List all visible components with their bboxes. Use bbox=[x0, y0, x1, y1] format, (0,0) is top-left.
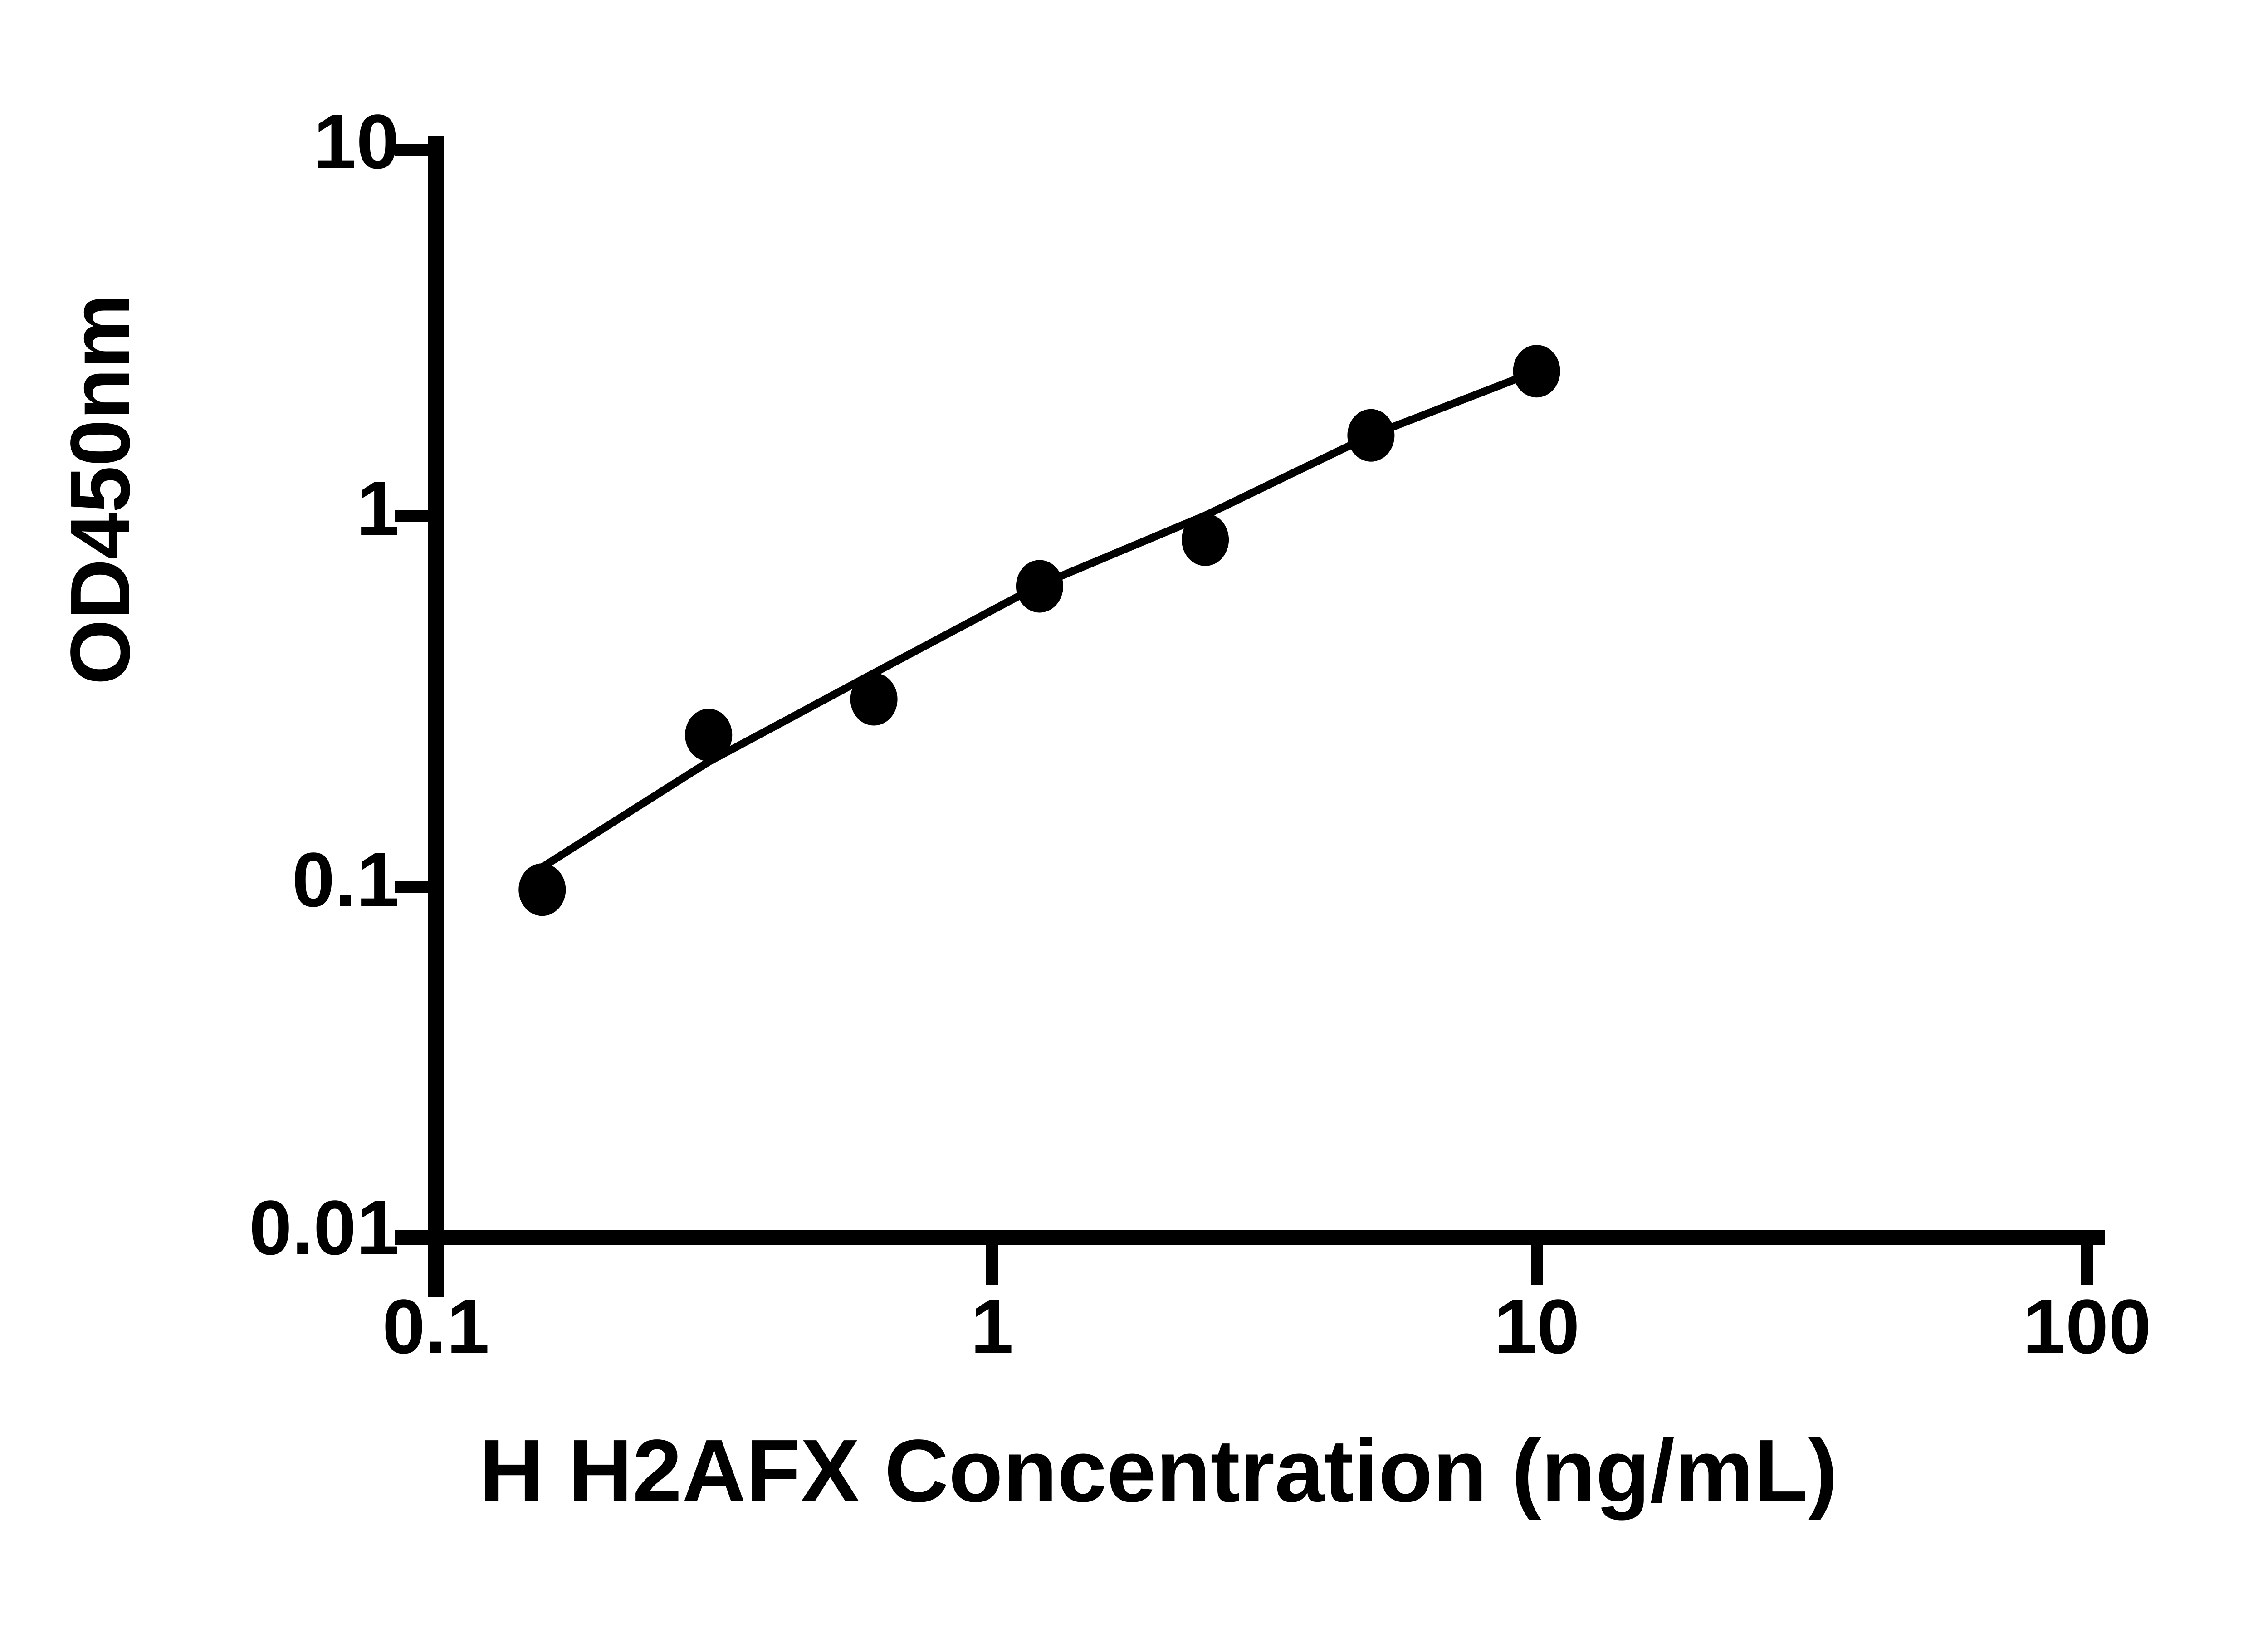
x-axis-ticks bbox=[430, 1237, 2093, 1285]
data-point-marker bbox=[1513, 345, 1560, 398]
y-axis-ticks bbox=[395, 144, 436, 1243]
y-tick-label-10: 10 bbox=[313, 99, 399, 185]
data-point-marker bbox=[1016, 560, 1063, 613]
data-point-marker bbox=[1182, 513, 1229, 566]
data-point-marker bbox=[685, 709, 733, 762]
y-axis-tick-labels: 10 1 0.1 0.01 bbox=[127, 0, 399, 1638]
y-tick-label-1: 1 bbox=[356, 465, 399, 552]
data-point-group bbox=[518, 345, 1560, 916]
x-tick-label-10: 10 bbox=[1494, 1284, 1580, 1370]
x-tick-label-100: 100 bbox=[2023, 1284, 2151, 1370]
data-point-marker bbox=[850, 673, 898, 726]
data-point-marker bbox=[1347, 409, 1395, 462]
y-tick-label-0-01: 0.01 bbox=[249, 1185, 399, 1271]
x-tick-label-1: 1 bbox=[970, 1284, 1014, 1370]
x-tick-label-0-1: 0.1 bbox=[382, 1284, 490, 1370]
data-point-marker bbox=[518, 863, 566, 916]
x-axis-title: H H2AFX Concentration (ng/mL) bbox=[479, 1421, 1838, 1521]
y-tick-label-0-1: 0.1 bbox=[292, 837, 399, 923]
